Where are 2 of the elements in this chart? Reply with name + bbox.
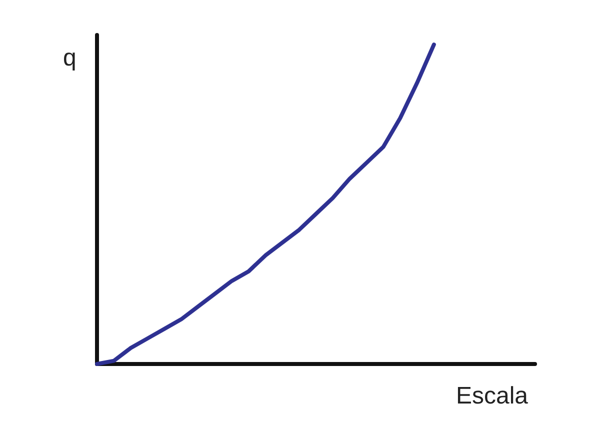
x-axis-title: Escala [456, 382, 529, 410]
y-axis-title: q [63, 44, 76, 72]
